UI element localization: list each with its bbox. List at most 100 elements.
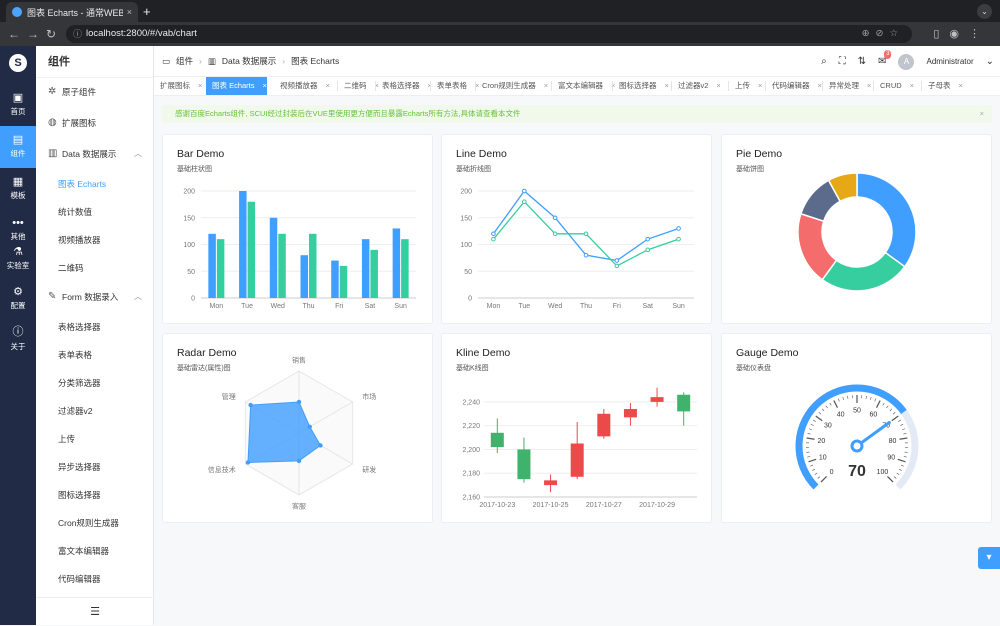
bar[interactable] xyxy=(270,218,278,298)
line-point[interactable] xyxy=(646,248,650,252)
browser-toolbar-icons[interactable]: ▯◉⋮ xyxy=(933,27,990,40)
sidebar-item-16[interactable]: 富文本编辑器 xyxy=(36,537,154,565)
sidebar-item-15[interactable]: Cron规则生成器 xyxy=(36,509,154,537)
sidebar-item-4[interactable]: 统计数值 xyxy=(36,198,154,226)
bar[interactable] xyxy=(208,234,216,298)
app-logo[interactable]: S xyxy=(9,54,27,72)
candle-body[interactable] xyxy=(677,395,690,412)
breadcrumb-item[interactable]: 图表 Echarts xyxy=(291,46,339,77)
tab-4[interactable]: 表格选择器× xyxy=(376,77,432,95)
line-point[interactable] xyxy=(615,259,619,263)
tab-close-icon[interactable]: × xyxy=(867,81,871,90)
sidebar-item-5[interactable]: 视频播放器 xyxy=(36,226,154,254)
sidebar-item-2[interactable]: ▥Data 数据展示︿ xyxy=(36,140,154,168)
breadcrumb-item[interactable]: Data 数据展示 xyxy=(222,46,276,77)
line-point[interactable] xyxy=(615,264,619,268)
bar[interactable] xyxy=(278,234,286,298)
candle-body[interactable] xyxy=(571,444,584,477)
line-point[interactable] xyxy=(584,253,588,257)
candle-body[interactable] xyxy=(544,480,557,485)
chevron-down-icon[interactable]: ⌄ xyxy=(986,56,994,67)
tab-search-icon[interactable]: ⌄ xyxy=(977,4,992,19)
line-point[interactable] xyxy=(492,237,496,241)
radar-point[interactable] xyxy=(248,403,252,407)
line-point[interactable] xyxy=(553,232,557,236)
sidebar-item-6[interactable]: 二维码 xyxy=(36,254,154,282)
task-icon[interactable]: ⇅ xyxy=(858,56,866,67)
sidebar-item-17[interactable]: 代码编辑器 xyxy=(36,565,154,593)
settings-drawer-button[interactable]: ▾ xyxy=(978,547,1000,569)
fullscreen-icon[interactable]: ⛶ xyxy=(839,56,846,67)
line-point[interactable] xyxy=(677,237,681,241)
line-point[interactable] xyxy=(677,227,681,231)
site-info-icon[interactable]: ⓘ xyxy=(73,25,82,43)
line-point[interactable] xyxy=(492,232,496,236)
candle-body[interactable] xyxy=(624,409,637,417)
chevron-up-icon[interactable]: ︿ xyxy=(134,140,142,168)
tab-close-icon[interactable]: × xyxy=(263,81,267,90)
bar[interactable] xyxy=(301,255,309,298)
tab-10[interactable]: 上传× xyxy=(729,77,762,95)
breadcrumb-item[interactable]: 组件 xyxy=(176,46,193,77)
candle-body[interactable] xyxy=(517,449,530,479)
bar[interactable] xyxy=(239,191,247,298)
tab-13[interactable]: CRUD× xyxy=(874,77,914,95)
bar[interactable] xyxy=(401,239,409,298)
chevron-up-icon[interactable]: ︿ xyxy=(134,283,142,311)
tab-close-icon[interactable]: × xyxy=(544,81,548,90)
tab-1[interactable]: 图表 Echarts× xyxy=(206,77,267,95)
radar-point[interactable] xyxy=(318,443,322,447)
tab-close-icon[interactable]: × xyxy=(198,81,202,90)
tab-close-icon[interactable]: × xyxy=(716,81,720,90)
tab-close-icon[interactable]: × xyxy=(758,81,762,90)
line-point[interactable] xyxy=(522,200,526,204)
tab-2[interactable]: 视频播放器× xyxy=(274,77,330,95)
bar[interactable] xyxy=(370,250,378,298)
line-point[interactable] xyxy=(646,237,650,241)
sidebar-item-7[interactable]: ✎Form 数据录入︿ xyxy=(36,283,154,311)
sidebar-item-1[interactable]: ◍扩展图标 xyxy=(36,109,154,137)
sidebar-item-13[interactable]: 异步选择器 xyxy=(36,453,154,481)
tab-12[interactable]: 异常处理× xyxy=(823,77,871,95)
line-point[interactable] xyxy=(553,216,557,220)
candle-body[interactable] xyxy=(651,397,664,402)
sidebar-item-14[interactable]: 图标选择器 xyxy=(36,481,154,509)
alert-close-icon[interactable]: × xyxy=(980,105,984,123)
rail-item-0[interactable]: ▣首页 xyxy=(0,84,36,126)
sidebar-item-9[interactable]: 表单表格 xyxy=(36,341,154,369)
close-tab-icon[interactable]: × xyxy=(127,7,132,17)
address-bar[interactable]: ⓘ localhost:2800/#/vab/chart ⊕⊘☆ xyxy=(66,25,912,43)
bar[interactable] xyxy=(309,234,317,298)
bar[interactable] xyxy=(340,266,348,298)
line-point[interactable] xyxy=(522,189,526,193)
browser-tab[interactable]: 图表 Echarts - 通常WEB管理 × xyxy=(6,2,138,22)
tab-close-icon[interactable]: × xyxy=(959,81,963,90)
sidebar-item-8[interactable]: 表格选择器 xyxy=(36,313,154,341)
radar-point[interactable] xyxy=(246,460,250,464)
tab-9[interactable]: 过滤器v2× xyxy=(672,77,721,95)
back-icon[interactable]: ← xyxy=(8,27,20,41)
candle-body[interactable] xyxy=(491,433,504,447)
rail-item-2[interactable]: ▦模板 xyxy=(0,168,36,210)
collapse-menu-icon[interactable]: ☰ xyxy=(36,597,154,625)
tab-7[interactable]: 富文本编辑器× xyxy=(552,77,615,95)
notification-icon[interactable]: ✉3 xyxy=(878,56,886,67)
search-icon[interactable]: ⌕ xyxy=(821,56,827,67)
bar[interactable] xyxy=(362,239,370,298)
tab-5[interactable]: 表单表格× xyxy=(431,77,479,95)
address-bar-actions[interactable]: ⊕⊘☆ xyxy=(862,25,904,43)
tab-6[interactable]: Cron规则生成器× xyxy=(476,77,548,95)
forward-icon[interactable]: → xyxy=(27,27,39,41)
new-tab-button[interactable]: + xyxy=(143,4,151,19)
bar[interactable] xyxy=(248,202,256,298)
tab-close-icon[interactable]: × xyxy=(326,81,330,90)
bar[interactable] xyxy=(393,228,401,298)
reload-icon[interactable]: ↻ xyxy=(46,27,56,41)
radar-point[interactable] xyxy=(297,459,301,463)
avatar[interactable]: A xyxy=(898,54,914,70)
tab-0[interactable]: 扩展图标× xyxy=(154,77,202,95)
rail-item-4[interactable]: ⚗实验室 xyxy=(0,238,36,280)
sidebar-item-10[interactable]: 分类筛选器 xyxy=(36,369,154,397)
sidebar-item-12[interactable]: 上传 xyxy=(36,425,154,453)
